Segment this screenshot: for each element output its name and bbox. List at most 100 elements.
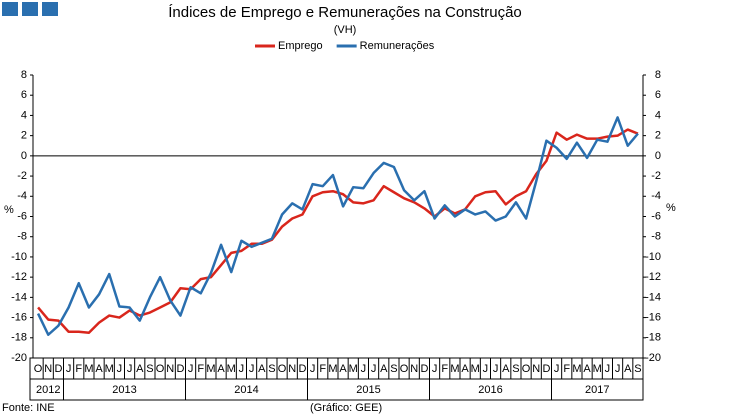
x-tick-label: M	[328, 363, 337, 375]
x-tick-label: A	[95, 363, 103, 375]
x-tick-label: A	[217, 363, 225, 375]
chart-title: Índices de Emprego e Remunerações na Con…	[168, 4, 522, 21]
x-tick-label: O	[34, 363, 43, 375]
x-tick-label: M	[471, 363, 480, 375]
x-tick-label: J	[493, 363, 499, 375]
y2-tick-label: 6	[655, 89, 661, 101]
x-tick-label: A	[339, 363, 347, 375]
y2-tick-label: -2	[651, 170, 661, 182]
y-tick-label: 6	[21, 89, 27, 101]
y-tick-label: -8	[17, 231, 27, 243]
y2-tick-label: -18	[645, 332, 661, 344]
x-tick-label: S	[512, 363, 519, 375]
y-tick-label: -14	[11, 291, 27, 303]
x-tick-label: O	[522, 363, 531, 375]
y-tick-label: 8	[21, 69, 27, 81]
logo-square	[42, 2, 58, 16]
x-tick-label: D	[176, 363, 184, 375]
y2-tick-label: -6	[651, 210, 661, 222]
y2-axis-label: %	[666, 202, 676, 214]
x-tick-label: M	[349, 363, 358, 375]
x-tick-label: A	[502, 363, 510, 375]
x-tick-label: J	[127, 363, 133, 375]
year-label: 2013	[112, 384, 136, 396]
y2-tick-label: -20	[645, 352, 661, 364]
year-label: 2017	[585, 384, 609, 396]
x-tick-label: S	[390, 363, 397, 375]
y2-tick-label: -12	[645, 271, 661, 283]
x-tick-label: F	[197, 363, 204, 375]
y2-tick-label: 4	[655, 109, 661, 121]
year-label: 2016	[478, 384, 502, 396]
y2-tick-label: -4	[651, 190, 661, 202]
x-tick-label: F	[563, 363, 570, 375]
x-tick-label: A	[258, 363, 266, 375]
x-tick-label: N	[532, 363, 540, 375]
x-tick-label: A	[461, 363, 469, 375]
logo-square	[22, 2, 38, 16]
x-tick-label: J	[249, 363, 255, 375]
y-tick-label: 0	[21, 150, 27, 162]
x-tick-label: N	[166, 363, 174, 375]
x-tick-label: J	[361, 363, 367, 375]
y-axis-label: %	[4, 204, 14, 216]
y2-tick-label: -16	[645, 311, 661, 323]
x-tick-label: J	[239, 363, 245, 375]
x-tick-label: O	[278, 363, 287, 375]
y-tick-label: -20	[11, 352, 27, 364]
y2-tick-label: -14	[645, 291, 661, 303]
x-tick-label: J	[615, 363, 621, 375]
x-tick-label: A	[624, 363, 632, 375]
x-tick-label: J	[66, 363, 72, 375]
x-tick-label: M	[84, 363, 93, 375]
x-tick-label: M	[593, 363, 602, 375]
x-tick-label: M	[206, 363, 215, 375]
series-line	[36, 116, 639, 336]
x-tick-label: D	[54, 363, 62, 375]
x-tick-label: D	[298, 363, 306, 375]
x-tick-label: A	[380, 363, 388, 375]
x-tick-label: A	[583, 363, 591, 375]
x-tick-label: F	[441, 363, 448, 375]
x-tick-label: O	[400, 363, 409, 375]
chart-subtitle: (VH)	[334, 24, 357, 36]
x-tick-label: S	[146, 363, 153, 375]
x-tick-label: S	[634, 363, 641, 375]
x-tick-label: D	[542, 363, 550, 375]
legend-label: Emprego	[278, 40, 323, 52]
y-tick-label: -10	[11, 251, 27, 263]
year-label: 2014	[234, 384, 258, 396]
x-tick-label: J	[117, 363, 123, 375]
x-tick-label: M	[572, 363, 581, 375]
x-tick-label: M	[450, 363, 459, 375]
y-tick-label: -18	[11, 332, 27, 344]
x-tick-label: M	[227, 363, 236, 375]
credit: (Gráfico: GEE)	[310, 402, 382, 414]
x-tick-label: N	[410, 363, 418, 375]
y-tick-label: -16	[11, 311, 27, 323]
x-tick-label: F	[75, 363, 82, 375]
x-tick-label: J	[605, 363, 611, 375]
y-tick-label: -2	[17, 170, 27, 182]
y-tick-label: -12	[11, 271, 27, 283]
x-tick-label: J	[371, 363, 377, 375]
y2-tick-label: 2	[655, 130, 661, 142]
x-tick-label: N	[44, 363, 52, 375]
x-tick-label: S	[268, 363, 275, 375]
x-tick-label: J	[554, 363, 560, 375]
legend-label: Remunerações	[360, 40, 435, 52]
y-tick-label: -6	[17, 210, 27, 222]
x-tick-label: N	[288, 363, 296, 375]
x-tick-label: M	[105, 363, 114, 375]
source: Fonte: INE	[2, 402, 55, 414]
year-label: 2012	[36, 384, 60, 396]
x-tick-label: F	[319, 363, 326, 375]
y-tick-label: 2	[21, 130, 27, 142]
x-tick-label: J	[310, 363, 316, 375]
x-tick-label: J	[188, 363, 194, 375]
y2-tick-label: -8	[651, 231, 661, 243]
series-line	[37, 128, 639, 334]
y2-tick-label: 8	[655, 69, 661, 81]
y-tick-label: -4	[17, 190, 27, 202]
